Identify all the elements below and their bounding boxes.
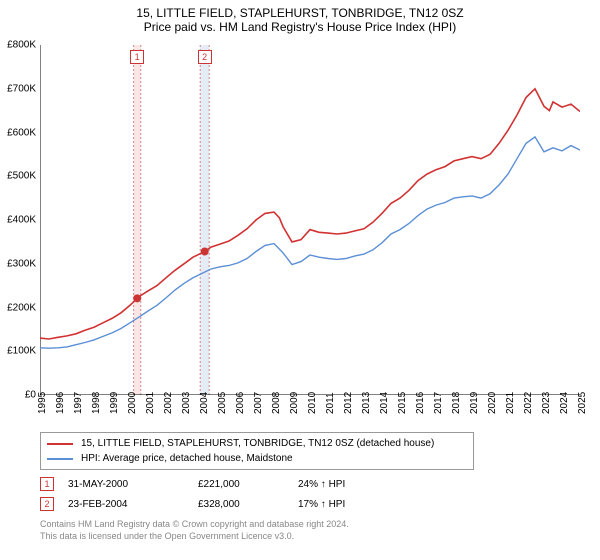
legend-line	[47, 443, 73, 445]
x-tick-label: 2019	[469, 404, 480, 414]
legend-row: HPI: Average price, detached house, Maid…	[47, 451, 467, 466]
footer-line-2: This data is licensed under the Open Gov…	[40, 530, 349, 542]
title-main: 15, LITTLE FIELD, STAPLEHURST, TONBRIDGE…	[0, 6, 600, 20]
title-sub: Price paid vs. HM Land Registry's House …	[0, 20, 600, 34]
y-tick-label: £500K	[2, 171, 36, 182]
x-tick-label: 2021	[505, 404, 516, 414]
x-tick-label: 2005	[217, 404, 228, 414]
x-tick-label: 2001	[145, 404, 156, 414]
x-tick-label: 1995	[37, 404, 48, 414]
legend: 15, LITTLE FIELD, STAPLEHURST, TONBRIDGE…	[40, 432, 474, 470]
y-tick-label: £200K	[2, 302, 36, 313]
transaction-pct: 24% ↑ HPI	[298, 479, 398, 490]
x-tick-label: 2014	[379, 404, 390, 414]
legend-line	[47, 458, 73, 460]
x-tick-label: 1997	[73, 404, 84, 414]
x-tick-label: 2023	[541, 404, 552, 414]
x-tick-label: 2024	[559, 404, 570, 414]
footer: Contains HM Land Registry data © Crown c…	[40, 518, 349, 542]
chart-container: 15, LITTLE FIELD, STAPLEHURST, TONBRIDGE…	[0, 0, 600, 560]
x-tick-label: 2017	[433, 404, 444, 414]
x-tick-label: 2015	[397, 404, 408, 414]
x-tick-label: 2000	[127, 404, 138, 414]
title-block: 15, LITTLE FIELD, STAPLEHURST, TONBRIDGE…	[0, 0, 600, 34]
y-tick-label: £400K	[2, 215, 36, 226]
x-tick-label: 2022	[523, 404, 534, 414]
transaction-pct: 17% ↑ HPI	[298, 499, 398, 510]
x-tick-label: 2025	[577, 404, 588, 414]
x-tick-label: 2002	[163, 404, 174, 414]
transaction-number-box: 1	[40, 477, 54, 491]
x-tick-label: 1999	[109, 404, 120, 414]
transaction-marker: 2	[198, 50, 212, 64]
x-tick-label: 2009	[289, 404, 300, 414]
chart-area: £0£100K£200K£300K£400K£500K£600K£700K£80…	[40, 45, 580, 395]
transaction-date: 31-MAY-2000	[68, 479, 198, 490]
y-tick-label: £100K	[2, 346, 36, 357]
x-tick-label: 2016	[415, 404, 426, 414]
transaction-marker: 1	[130, 50, 144, 64]
x-tick-label: 1998	[91, 404, 102, 414]
y-tick-label: £600K	[2, 127, 36, 138]
transaction-table: 1 31-MAY-2000£221,00024% ↑ HPI 2 23-FEB-200…	[40, 474, 398, 514]
legend-row: 15, LITTLE FIELD, STAPLEHURST, TONBRIDGE…	[47, 436, 467, 451]
plot-svg	[40, 45, 580, 395]
x-tick-label: 2018	[451, 404, 462, 414]
transaction-number-box: 2	[40, 497, 54, 511]
transaction-price: £221,000	[198, 479, 298, 490]
x-tick-label: 2020	[487, 404, 498, 414]
transaction-price: £328,000	[198, 499, 298, 510]
x-tick-label: 2006	[235, 404, 246, 414]
y-tick-label: £800K	[2, 40, 36, 51]
footer-line-1: Contains HM Land Registry data © Crown c…	[40, 518, 349, 530]
transaction-row: 2 23-FEB-2004£328,00017% ↑ HPI	[40, 494, 398, 514]
x-tick-label: 2013	[361, 404, 372, 414]
x-tick-label: 2010	[307, 404, 318, 414]
x-tick-label: 1996	[55, 404, 66, 414]
x-tick-label: 2003	[181, 404, 192, 414]
legend-text: HPI: Average price, detached house, Maid…	[81, 453, 293, 464]
x-tick-label: 2008	[271, 404, 282, 414]
x-tick-label: 2011	[325, 404, 336, 414]
x-tick-label: 2012	[343, 404, 354, 414]
y-tick-label: £300K	[2, 258, 36, 269]
legend-text: 15, LITTLE FIELD, STAPLEHURST, TONBRIDGE…	[81, 438, 434, 449]
y-tick-label: £0	[2, 390, 36, 401]
transaction-row: 1 31-MAY-2000£221,00024% ↑ HPI	[40, 474, 398, 494]
transaction-date: 23-FEB-2004	[68, 499, 198, 510]
y-tick-label: £700K	[2, 83, 36, 94]
x-tick-label: 2004	[199, 404, 210, 414]
x-tick-label: 2007	[253, 404, 264, 414]
